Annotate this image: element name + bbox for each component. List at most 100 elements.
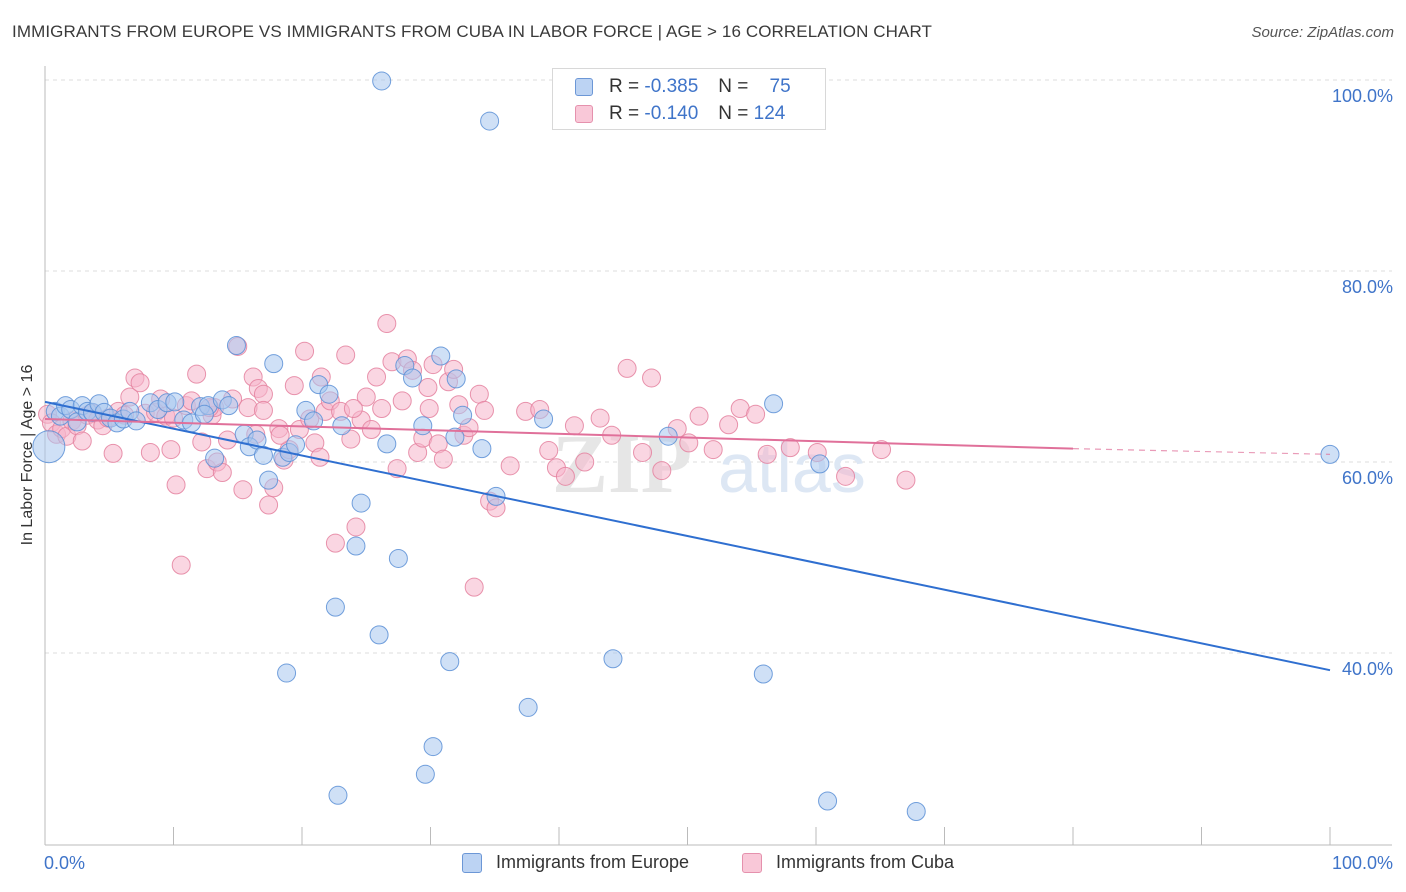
europe-point — [165, 392, 185, 412]
europe-point — [205, 448, 225, 468]
cuba-point — [367, 367, 387, 387]
cuba-point — [387, 459, 407, 479]
correlation-legend: R = -0.385 N = 75 R = -0.140 N = 124 — [552, 68, 826, 130]
x-tick-label-max: 100.0% — [1331, 853, 1393, 873]
cuba-point — [171, 555, 191, 575]
series-legend-swatch-europe — [462, 852, 482, 873]
europe-point — [413, 416, 433, 436]
europe-point — [518, 697, 538, 717]
series-legend-cuba: Immigrants from Cuba — [742, 852, 954, 873]
series-legend: Immigrants from Europe Immigrants from C… — [0, 852, 1406, 878]
cuba-point — [872, 440, 892, 460]
europe-point — [259, 470, 279, 490]
y-tick-label: 80.0% — [1342, 277, 1393, 297]
trend-lines — [44, 400, 1331, 672]
cuba-point — [419, 399, 439, 419]
series-legend-europe: Immigrants from Europe — [462, 852, 689, 873]
chart-title: IMMIGRANTS FROM EUROPE VS IMMIGRANTS FRO… — [12, 22, 933, 41]
cuba-point — [392, 391, 412, 411]
europe-point — [286, 435, 306, 455]
cuba-point — [238, 398, 258, 418]
legend-swatch-europe — [575, 78, 593, 96]
cuba-trend-line — [44, 418, 1074, 450]
cuba-point — [464, 577, 484, 597]
y-tick-labels: 40.0% 60.0% 80.0% 100.0% — [1332, 86, 1393, 679]
cuba-point — [689, 406, 709, 426]
europe-point — [603, 649, 623, 669]
legend-n-label: N = — [718, 103, 749, 124]
europe-points — [32, 71, 1340, 822]
cuba-point — [161, 440, 181, 460]
cuba-point — [896, 470, 916, 490]
europe-point — [480, 111, 500, 131]
legend-swatch-cuba — [575, 105, 593, 123]
europe-point — [319, 384, 339, 404]
cuba-point — [617, 358, 637, 378]
europe-point — [194, 404, 214, 424]
europe-point — [403, 368, 423, 388]
y-tick-label: 60.0% — [1342, 468, 1393, 488]
cuba-point — [284, 376, 304, 396]
source-label: Source: ZipAtlas.com — [1251, 24, 1394, 41]
cuba-point — [575, 452, 595, 472]
cuba-point — [590, 408, 610, 428]
cuba-point — [555, 466, 575, 486]
cuba-point — [130, 373, 150, 393]
cuba-point — [780, 438, 800, 458]
legend-r-value: -0.385 — [644, 76, 699, 97]
cuba-point — [474, 400, 494, 420]
cuba-point — [336, 345, 356, 365]
europe-point — [351, 493, 371, 513]
cuba-point — [346, 517, 366, 537]
legend-r-value: -0.140 — [644, 103, 699, 124]
cuba-point — [539, 441, 559, 461]
europe-point — [906, 802, 926, 822]
legend-n-value: 124 — [753, 103, 786, 124]
legend-row-cuba: R = -0.140 N = 124 — [575, 102, 785, 126]
cuba-point — [836, 466, 856, 486]
x-tick-label-min: 0.0% — [44, 853, 86, 873]
cuba-point — [325, 533, 345, 553]
cuba-point — [295, 341, 315, 361]
cuba-point — [187, 364, 207, 384]
series-legend-swatch-cuba — [742, 852, 762, 873]
y-tick-label: 100.0% — [1332, 86, 1393, 106]
cuba-point — [72, 431, 92, 451]
cuba-point — [746, 404, 766, 424]
cuba-point — [372, 399, 392, 419]
europe-point — [253, 445, 273, 465]
europe-point — [472, 439, 492, 459]
cuba-point — [469, 384, 489, 404]
europe-point — [264, 354, 284, 374]
cuba-point — [103, 443, 123, 463]
cuba-point — [418, 378, 438, 398]
legend-r-label: R = — [609, 76, 640, 97]
series-legend-label-cuba: Immigrants from Cuba — [776, 852, 955, 872]
cuba-point — [192, 432, 212, 452]
cuba-point — [377, 314, 397, 334]
europe-point — [377, 434, 397, 454]
europe-trend-line — [44, 400, 1331, 672]
europe-point — [753, 664, 773, 684]
europe-point — [32, 430, 66, 464]
europe-point — [226, 335, 246, 355]
cuba-point — [719, 415, 739, 435]
europe-point — [332, 416, 352, 436]
gridlines — [45, 79, 1392, 654]
cuba-point — [642, 368, 662, 388]
europe-point — [372, 71, 392, 91]
europe-point — [810, 454, 830, 474]
cuba-point — [270, 425, 290, 445]
cuba-trend-line-extension — [1072, 448, 1331, 455]
europe-point — [445, 427, 465, 447]
cuba-point — [652, 461, 672, 481]
europe-point — [304, 411, 324, 431]
europe-point — [388, 548, 408, 568]
cuba-point — [166, 475, 186, 495]
europe-point — [328, 785, 348, 805]
cuba-point — [140, 442, 160, 462]
cuba-point — [564, 416, 584, 436]
europe-point — [764, 394, 784, 414]
cuba-point — [633, 442, 653, 462]
europe-point — [415, 764, 435, 784]
